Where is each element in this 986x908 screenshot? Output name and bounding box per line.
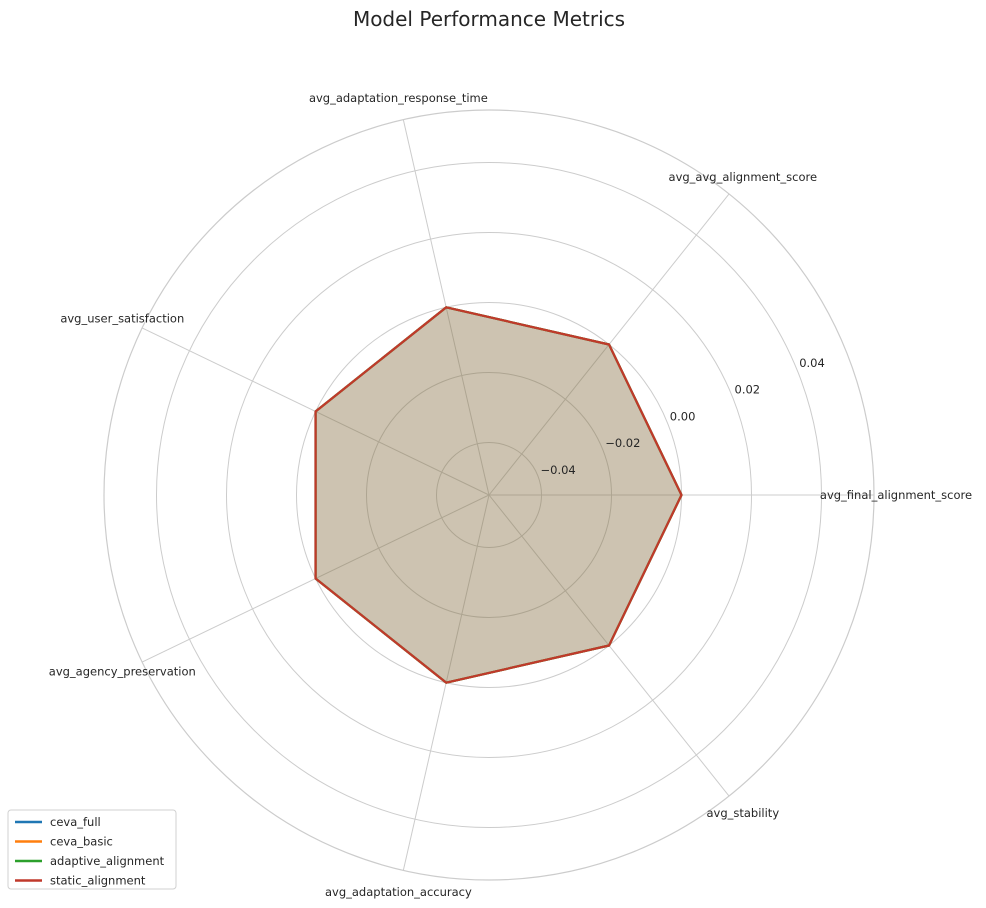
axis-labels: avg_final_alignment_score avg_avg_alignme… — [49, 91, 972, 899]
axis-label-avg_adaptation_response_time: avg_adaptation_response_time — [309, 91, 488, 105]
series-fill-adaptive_alignment — [315, 307, 682, 683]
rtick-label-3: 0.02 — [735, 383, 761, 397]
series-fill-ceva_full — [315, 307, 682, 683]
series-fill-ceva_basic — [315, 307, 682, 683]
legend-label-adaptive_alignment: adaptive_alignment — [50, 854, 165, 868]
series-line-static_alignment — [314, 306, 683, 684]
rtick-label-4: 0.04 — [799, 356, 825, 370]
legend: ceva_full ceva_basic adaptive_alignmentsta… — [7, 809, 177, 890]
legend-label-static_alignment: static_alignment — [50, 874, 146, 888]
axis-label-avg_adaptation_accuracy: avg_adaptation_accuracy — [325, 885, 472, 899]
series-fill-static_alignment — [315, 307, 682, 683]
rtick-label-1: −0.02 — [605, 436, 640, 450]
chart-title: Model Performance Metrics — [353, 7, 625, 31]
legend-label-ceva_full: ceva_full — [50, 815, 101, 829]
axis-label-avg_user_satisfaction: avg_user_satisfaction — [60, 311, 184, 325]
rtick-label-0: −0.04 — [541, 463, 576, 477]
radial-tick-labels: −0.04 −0.02 0.00 0.02 0.04 — [541, 356, 825, 477]
axis-label-avg_avg_alignment_score: avg_avg_alignment_score — [669, 170, 818, 184]
legend-label-ceva_basic: ceva_basic — [50, 835, 113, 849]
series-layer — [314, 306, 683, 684]
axis-label-avg_stability: avg_stability — [706, 806, 779, 820]
axis-label-avg_final_alignment_score: avg_final_alignment_score — [820, 488, 972, 502]
axis-label-avg_agency_preservation: avg_agency_preservation — [49, 665, 196, 679]
legend-box — [7, 809, 177, 890]
rtick-label-2: 0.00 — [670, 409, 696, 423]
